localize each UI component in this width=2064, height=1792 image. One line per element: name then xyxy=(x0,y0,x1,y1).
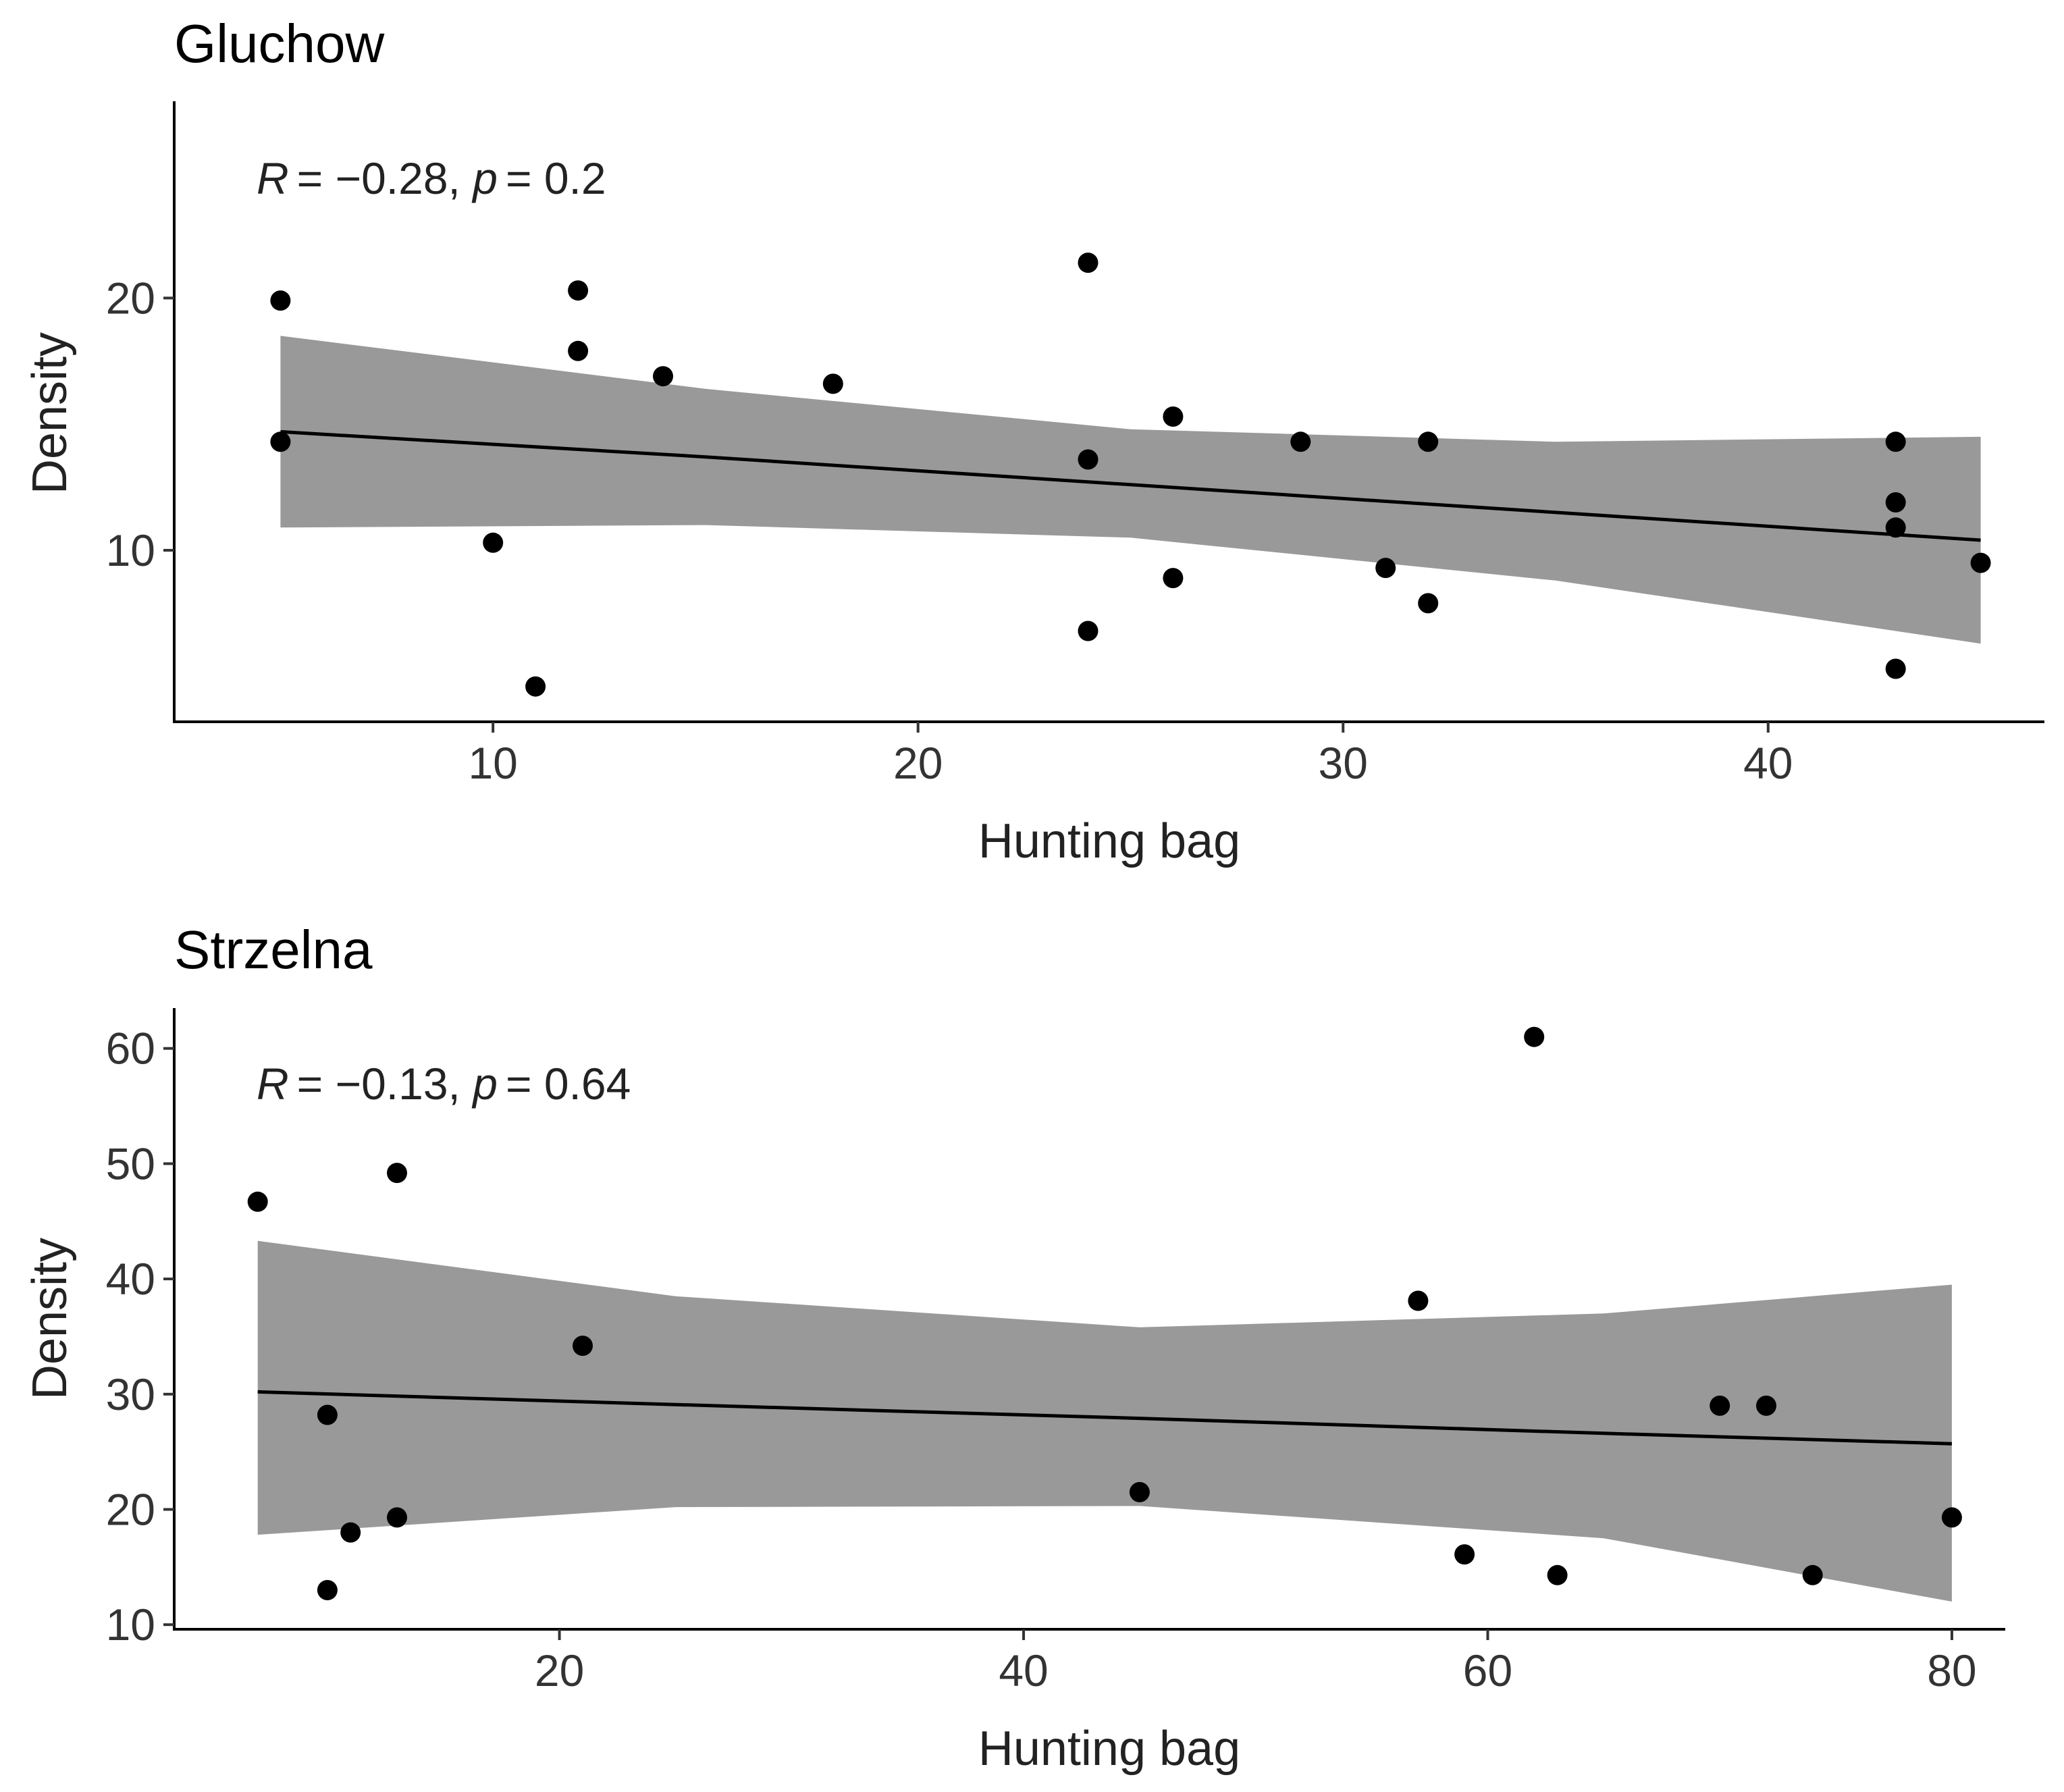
x-tick-label: 40 xyxy=(999,1645,1048,1695)
data-point xyxy=(317,1404,338,1425)
correlation-annotation: R = −0.13, p = 0.64 xyxy=(257,1059,631,1109)
panel-strzelna: Strzelna 20 40 60 80 10 20 30 40 50 60 Hunting b… xyxy=(23,920,2005,1776)
data-point xyxy=(483,532,504,553)
x-axis-label: Hunting bag xyxy=(978,1722,1240,1776)
data-point xyxy=(1454,1544,1475,1565)
p-label: p xyxy=(471,153,498,203)
data-point xyxy=(822,373,843,394)
data-point xyxy=(1163,568,1184,589)
r-label: R xyxy=(257,153,289,203)
y-tick-label: 50 xyxy=(106,1138,155,1188)
y-axis-ticks: 10 20 xyxy=(106,273,174,575)
x-axis-ticks: 10 20 30 40 xyxy=(468,722,1793,788)
data-point xyxy=(1078,621,1099,641)
data-point xyxy=(1941,1507,1962,1528)
data-point xyxy=(1547,1564,1568,1585)
data-point xyxy=(317,1580,338,1600)
data-point xyxy=(1408,1290,1429,1311)
confidence-band xyxy=(257,1240,1952,1602)
y-axis-ticks: 10 20 30 40 50 60 xyxy=(106,1024,174,1650)
data-points xyxy=(247,1026,1962,1600)
data-point xyxy=(1885,658,1906,679)
data-point xyxy=(270,290,291,311)
p-value: = 0.2 xyxy=(506,153,606,203)
data-point xyxy=(1163,406,1184,427)
chart-title: Gluchow xyxy=(174,14,384,74)
y-tick-label: 30 xyxy=(106,1369,155,1419)
y-tick-label: 10 xyxy=(106,525,155,575)
p-value: = 0.64 xyxy=(506,1059,631,1109)
x-tick-label: 20 xyxy=(893,738,943,788)
data-point xyxy=(270,431,291,452)
panel-gluchow: Gluchow 10 20 30 40 10 20 Hunting bag Densit… xyxy=(23,14,2044,868)
x-tick-label: 10 xyxy=(468,738,517,788)
confidence-band xyxy=(280,336,1981,644)
data-point xyxy=(1802,1564,1823,1585)
data-point xyxy=(1756,1395,1776,1416)
data-point xyxy=(1524,1026,1545,1047)
y-tick-label: 20 xyxy=(106,273,155,323)
data-point xyxy=(1885,517,1906,538)
data-points xyxy=(270,253,1991,697)
x-tick-label: 20 xyxy=(535,1645,584,1695)
y-axis-label: Density xyxy=(23,332,77,494)
data-point xyxy=(1290,431,1311,452)
data-point xyxy=(568,340,589,361)
data-point xyxy=(1885,431,1906,452)
x-axis-label: Hunting bag xyxy=(978,814,1240,868)
chart-title: Strzelna xyxy=(174,920,373,980)
y-tick-label: 40 xyxy=(106,1254,155,1304)
data-point xyxy=(653,366,673,387)
y-tick-label: 60 xyxy=(106,1024,155,1074)
data-point xyxy=(1418,431,1439,452)
r-value: = −0.13, xyxy=(297,1059,473,1109)
data-point xyxy=(1129,1481,1150,1502)
x-tick-label: 80 xyxy=(1927,1645,1976,1695)
data-point xyxy=(573,1336,593,1356)
x-tick-label: 60 xyxy=(1463,1645,1512,1695)
data-point xyxy=(1970,552,1991,573)
data-point xyxy=(1885,492,1906,512)
data-point xyxy=(1078,449,1099,470)
x-tick-label: 40 xyxy=(1743,738,1793,788)
data-point xyxy=(387,1507,407,1528)
r-value: = −0.28, xyxy=(297,153,473,203)
data-point xyxy=(340,1522,361,1543)
data-point xyxy=(525,676,546,697)
y-axis-label: Density xyxy=(23,1238,77,1400)
data-point xyxy=(247,1191,268,1212)
regression-line xyxy=(257,1390,1952,1446)
regression-line xyxy=(280,429,1981,542)
data-point xyxy=(1375,558,1396,579)
x-axis-ticks: 20 40 60 80 xyxy=(535,1629,1977,1695)
y-tick-label: 20 xyxy=(106,1484,155,1534)
y-tick-label: 10 xyxy=(106,1600,155,1650)
x-tick-label: 30 xyxy=(1319,738,1368,788)
data-point xyxy=(568,280,589,301)
data-point xyxy=(387,1163,407,1184)
data-point xyxy=(1710,1395,1730,1416)
p-label: p xyxy=(471,1059,498,1109)
data-point xyxy=(1078,253,1099,273)
correlation-annotation: R = −0.28, p = 0.2 xyxy=(257,153,606,203)
r-label: R xyxy=(257,1059,289,1109)
data-point xyxy=(1418,593,1439,614)
